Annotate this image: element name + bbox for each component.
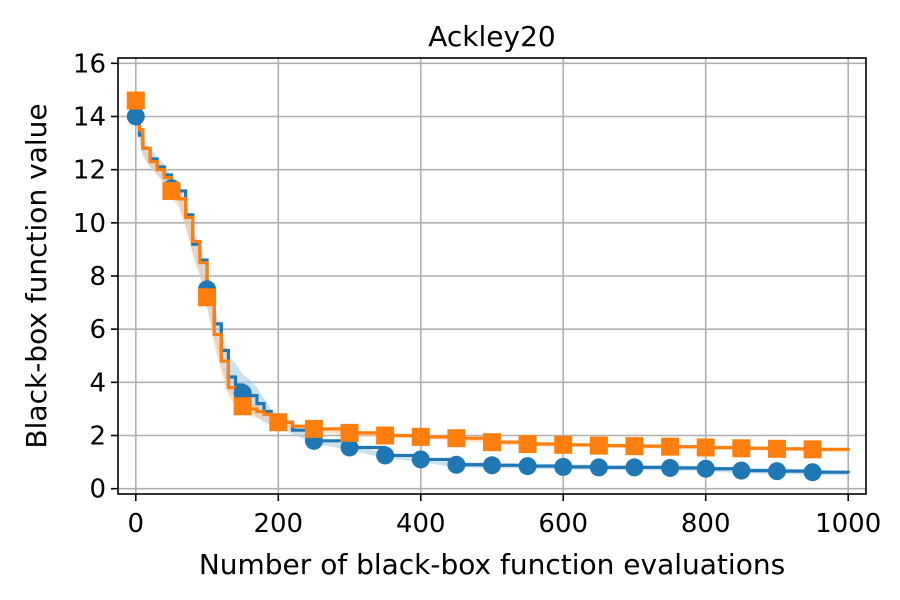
x-tick-label: 800: [681, 509, 731, 539]
data-point: [696, 459, 715, 478]
x-tick-label: 200: [253, 509, 303, 539]
data-point: [732, 439, 751, 458]
data-point: [162, 181, 181, 200]
data-point: [411, 427, 430, 446]
y-tick-label: 6: [89, 315, 106, 345]
data-point: [803, 440, 822, 459]
data-point: [625, 437, 644, 456]
data-point: [625, 458, 644, 477]
y-tick-label: 12: [73, 156, 106, 186]
y-tick-label: 16: [73, 49, 106, 79]
y-tick-label: 14: [73, 102, 106, 132]
data-point: [304, 419, 323, 438]
data-point: [198, 288, 217, 307]
data-point: [126, 91, 145, 110]
x-axis-label: Number of black-box function evaluations: [199, 548, 785, 581]
y-tick-labels: 0 2 4 6 8 10 12 14 16: [73, 49, 118, 505]
y-axis-label: Black-box function value: [20, 103, 53, 448]
data-point: [554, 457, 573, 476]
data-point: [447, 455, 466, 474]
data-point: [696, 438, 715, 457]
data-point: [483, 456, 501, 475]
y-tick-label: 8: [89, 262, 106, 292]
x-tick-label: 400: [396, 509, 446, 539]
series-lines: [135, 98, 850, 474]
y-tick-label: 10: [73, 209, 106, 239]
data-point: [767, 439, 786, 458]
data-point: [340, 423, 359, 442]
y-tick-label: 4: [89, 368, 106, 398]
series-markers: [126, 91, 822, 482]
y-tick-label: 2: [89, 422, 106, 452]
confidence-band-0: [135, 113, 849, 476]
data-point: [376, 446, 395, 465]
data-point: [803, 463, 822, 482]
x-tick-labels: 0 200 400 600 800 1000: [128, 494, 881, 539]
data-point: [269, 413, 288, 432]
data-point: [376, 426, 395, 445]
data-point: [447, 429, 466, 448]
data-point: [411, 450, 430, 469]
grid: [118, 58, 866, 494]
data-point: [732, 461, 751, 480]
x-tick-label: 600: [538, 509, 588, 539]
data-point: [483, 433, 501, 452]
data-point: [767, 462, 786, 481]
data-point: [661, 437, 680, 456]
chart-title: Ackley20: [428, 20, 555, 53]
y-tick-label: 0: [89, 475, 106, 505]
x-tick-label: 1000: [815, 509, 881, 539]
data-point: [340, 438, 359, 457]
data-point: [126, 107, 145, 126]
x-tick-label: 0: [128, 509, 145, 539]
data-point: [518, 435, 537, 454]
data-point: [589, 436, 608, 455]
data-point: [589, 458, 608, 477]
data-point: [518, 457, 537, 476]
data-point: [661, 458, 680, 477]
data-point: [554, 435, 573, 454]
confidence-bands: [135, 97, 849, 476]
data-point: [233, 397, 252, 416]
